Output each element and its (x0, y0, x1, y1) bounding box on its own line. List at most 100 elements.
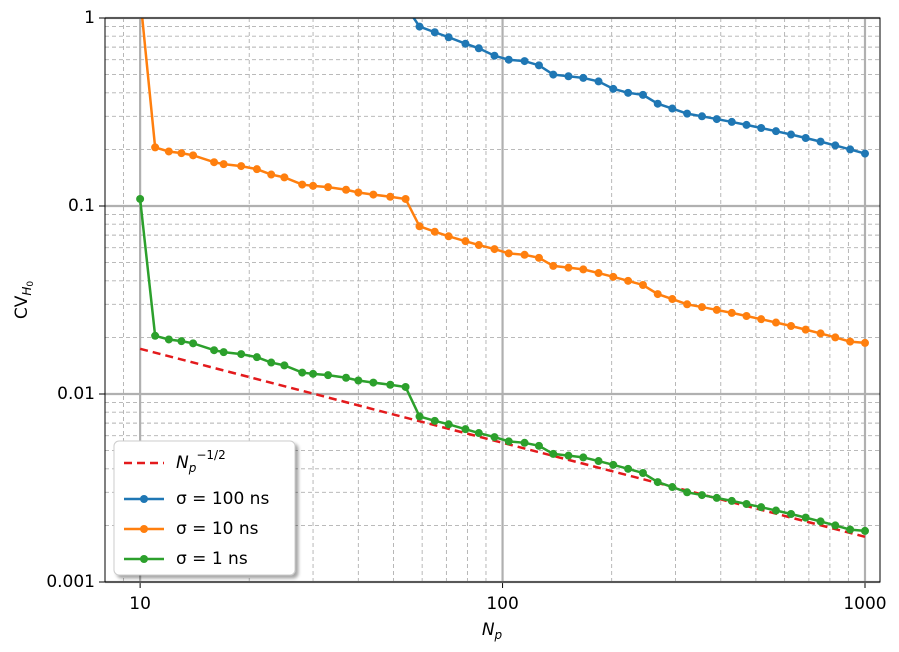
marker (727, 308, 736, 317)
marker (430, 227, 439, 236)
marker (164, 147, 173, 156)
marker (415, 222, 424, 231)
marker (151, 143, 160, 152)
marker (638, 469, 647, 478)
marker (280, 173, 289, 182)
marker (534, 253, 543, 262)
marker (549, 449, 558, 458)
marker (771, 127, 780, 136)
marker (210, 346, 219, 355)
marker (177, 337, 186, 346)
plot-frame (104, 17, 881, 583)
marker (267, 170, 276, 179)
marker (474, 241, 483, 250)
marker (787, 321, 796, 330)
marker (461, 39, 470, 48)
marker (712, 115, 721, 124)
marker (415, 412, 424, 421)
marker (653, 478, 662, 487)
marker (430, 28, 439, 37)
marker (609, 460, 618, 469)
x-tick-label: 10 (129, 594, 151, 614)
marker (771, 506, 780, 515)
marker (444, 232, 453, 241)
marker (164, 335, 173, 344)
legend-label-main: σ = 100 ns (176, 489, 269, 509)
marker (579, 265, 588, 274)
marker (474, 429, 483, 438)
marker (564, 451, 573, 460)
marker (402, 2, 410, 10)
marker (860, 149, 869, 158)
marker (490, 433, 499, 442)
marker (653, 290, 662, 299)
marker (712, 305, 721, 314)
marker (461, 237, 470, 246)
marker (831, 521, 840, 530)
legend-label-sup: −1/2 (196, 448, 225, 462)
marker (490, 51, 499, 60)
series-line (412, 18, 866, 155)
y-tick-label: 0.001 (46, 572, 95, 592)
legend-label: σ = 10 ns (176, 519, 259, 539)
marker (369, 190, 378, 199)
y-label-subsub: 0 (26, 281, 36, 287)
x-tick-label: 1000 (843, 594, 886, 614)
marker (742, 120, 751, 129)
marker (354, 376, 363, 385)
legend-marker (140, 495, 148, 503)
marker (697, 112, 706, 121)
y-tick-label: 0.1 (68, 196, 95, 216)
marker (177, 149, 186, 158)
marker (189, 151, 198, 160)
marker (324, 371, 333, 380)
marker (594, 457, 603, 466)
legend-marker (140, 525, 148, 533)
marker (549, 70, 558, 79)
legend-marker (140, 555, 148, 563)
marker (624, 464, 633, 473)
marker (444, 420, 453, 429)
y-label-sub: H (20, 287, 34, 296)
marker (324, 183, 333, 192)
marker (801, 513, 810, 522)
marker (520, 250, 529, 259)
marker (369, 378, 378, 387)
legend-label: Np−1/2 (176, 448, 226, 475)
marker (401, 194, 410, 203)
legend-label-main: σ = 10 ns (176, 519, 259, 539)
marker (668, 104, 677, 113)
marker (816, 137, 825, 146)
marker (757, 123, 766, 132)
y-tick-label: 1 (84, 8, 95, 28)
marker (564, 72, 573, 81)
marker (151, 331, 160, 340)
marker (564, 263, 573, 272)
marker (136, 194, 145, 203)
marker (624, 88, 633, 97)
marker (742, 311, 751, 320)
marker (386, 380, 395, 389)
marker (298, 180, 307, 189)
marker (697, 303, 706, 312)
marker (727, 117, 736, 126)
marker (219, 160, 228, 169)
marker (668, 483, 677, 492)
marker (342, 185, 351, 194)
marker (742, 499, 751, 508)
marker (474, 44, 483, 53)
marker (430, 416, 439, 425)
marker (534, 441, 543, 450)
marker (444, 33, 453, 42)
marker (683, 488, 692, 497)
marker (219, 348, 228, 357)
marker (787, 509, 796, 518)
legend-label: σ = 1 ns (176, 549, 248, 569)
legend-label-main: σ = 1 ns (176, 549, 248, 569)
marker (237, 350, 246, 359)
marker (831, 333, 840, 342)
marker (252, 165, 261, 174)
marker (638, 281, 647, 290)
legend-label-sub: p (188, 461, 197, 475)
